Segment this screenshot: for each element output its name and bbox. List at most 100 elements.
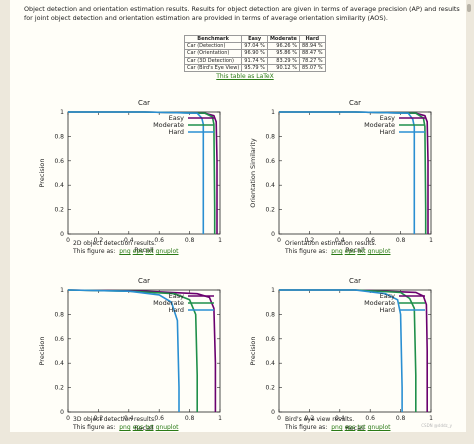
- x-tick-label: 1: [218, 415, 222, 422]
- y-tick-label: 0: [271, 231, 275, 238]
- x-tick-label: 0: [66, 415, 70, 422]
- y-tick-label: 0.4: [54, 360, 64, 367]
- hard-value: 88.47 %: [298, 49, 326, 58]
- latex-link[interactable]: This table as LaTeX: [216, 73, 274, 80]
- y-axis-label: Precision: [38, 336, 46, 365]
- scrollbar-thumb[interactable]: [467, 4, 471, 12]
- figure-formats: This figure as: png eps txt gnuplot: [73, 248, 179, 256]
- series-line-hard: [68, 111, 205, 234]
- y-tick-label: 0.4: [265, 182, 275, 189]
- gnuplot-link[interactable]: gnuplot: [367, 248, 391, 255]
- x-axis-label: Recall: [134, 424, 154, 432]
- txt-link[interactable]: txt: [145, 424, 154, 431]
- eps-link[interactable]: eps: [132, 424, 144, 431]
- y-tick-label: 1: [60, 287, 64, 294]
- plot-frame: [278, 111, 432, 235]
- x-tick-label: 0: [277, 415, 281, 422]
- eps-link[interactable]: eps: [132, 248, 144, 255]
- y-tick-label: 0.2: [265, 385, 275, 392]
- caption-orientation: Orientation estimation results. This fig…: [285, 240, 391, 256]
- moderate-value: 95.86 %: [266, 49, 300, 58]
- plot-birds-eye: Car 0 0.2 0.4 0.6 0.8 1 0 0.2 0.4 0.6 0.8 1 Recall Pre…: [231, 272, 441, 444]
- y-tick-label: 0.6: [265, 158, 275, 165]
- plot-frame: [67, 289, 221, 413]
- x-tick-label: 0.4: [124, 415, 134, 422]
- hard-value: 85.07 %: [298, 63, 326, 73]
- x-tick-label: 0.2: [94, 237, 104, 244]
- y-tick-label: 1: [271, 109, 275, 116]
- figure-prefix: This figure as:: [285, 248, 328, 255]
- x-tick-label: 0.8: [396, 237, 406, 244]
- scrollbar[interactable]: [467, 2, 473, 430]
- table-row: Car (Detection) 97.04 % 96.26 % 88.94 %: [183, 42, 326, 51]
- series-line-easy: [279, 289, 428, 412]
- x-tick-label: 1: [218, 237, 222, 244]
- y-tick-label: 0.4: [265, 360, 275, 367]
- x-tick-label: 1: [429, 237, 433, 244]
- legend-label-easy: Easy: [380, 114, 395, 122]
- moderate-value: 90.12 %: [266, 63, 300, 73]
- x-tick-label: 0.2: [94, 415, 104, 422]
- table-header-row: Benchmark Easy Moderate Hard: [183, 34, 326, 44]
- png-link[interactable]: png: [331, 248, 343, 255]
- txt-link[interactable]: txt: [357, 424, 366, 431]
- png-link[interactable]: png: [119, 248, 131, 255]
- moderate-value: 83.29 %: [266, 56, 300, 65]
- legend-label-easy: Easy: [169, 292, 184, 300]
- x-tick-label: 0: [66, 237, 70, 244]
- eps-link[interactable]: eps: [344, 248, 356, 255]
- header-hard: Hard: [298, 34, 326, 44]
- chart-birds-eye: Car 0 0.2 0.4 0.6 0.8 1 0 0.2 0.4 0.6 0.8 1 Recall Pre…: [249, 277, 433, 432]
- figure-formats: This figure as: png eps txt gnuplot: [73, 424, 179, 432]
- series-line-moderate: [279, 111, 427, 234]
- x-tick-label: 0.8: [185, 415, 195, 422]
- y-axis-label: Orientation Similarity: [249, 138, 257, 208]
- x-tick-label: 0: [277, 237, 281, 244]
- x-tick-label: 0.4: [335, 237, 345, 244]
- row-name: Car (Orientation): [183, 49, 243, 58]
- x-axis-label: Recall: [134, 246, 154, 254]
- y-tick-label: 0.2: [54, 385, 64, 392]
- table-row: Car (3D Detection) 91.74 % 83.29 % 78.27…: [183, 56, 326, 65]
- x-tick-label: 0.8: [396, 415, 406, 422]
- y-tick-label: 0.8: [54, 133, 64, 140]
- png-link[interactable]: png: [119, 424, 131, 431]
- figure-formats: This figure as: png eps txt gnuplot: [285, 248, 391, 256]
- caption-3d-detection: 3D object detection results. This figure…: [73, 416, 179, 432]
- results-page: Object detection and orientation estimat…: [10, 0, 466, 432]
- y-tick-label: 1: [60, 109, 64, 116]
- figure-prefix: This figure as:: [73, 424, 116, 431]
- easy-value: 96.90 %: [241, 49, 268, 58]
- legend-label-hard: Hard: [379, 128, 395, 136]
- legend-label-moderate: Moderate: [153, 121, 184, 129]
- y-axis-label: Precision: [249, 336, 257, 365]
- y-tick-label: 0.8: [265, 133, 275, 140]
- y-tick-label: 0: [60, 409, 64, 416]
- x-axis-label: Recall: [345, 246, 365, 254]
- header-easy: Easy: [241, 34, 268, 44]
- y-tick-label: 0: [271, 409, 275, 416]
- y-tick-label: 0.8: [265, 311, 275, 318]
- y-tick-label: 0.2: [265, 207, 275, 214]
- gnuplot-link[interactable]: gnuplot: [367, 424, 391, 431]
- plot-frame: [278, 289, 432, 413]
- caption-birds-eye: Bird's eye view results. This figure as:…: [285, 416, 391, 432]
- chart-3d-detection: Car 0 0.2 0.4 0.6 0.8 1 0 0.2 0.4 0.6 0.8 1 Recall Pre…: [38, 277, 222, 432]
- chart-title: Car: [138, 99, 150, 107]
- x-tick-label: 0.6: [154, 415, 164, 422]
- txt-link[interactable]: txt: [145, 248, 154, 255]
- x-tick-label: 0.6: [365, 237, 375, 244]
- txt-link[interactable]: txt: [357, 248, 366, 255]
- gnuplot-link[interactable]: gnuplot: [155, 424, 179, 431]
- series-line-moderate: [279, 289, 417, 412]
- x-tick-label: 0.6: [365, 415, 375, 422]
- x-tick-label: 0.2: [305, 237, 315, 244]
- legend-label-easy: Easy: [380, 292, 395, 300]
- eps-link[interactable]: eps: [344, 424, 356, 431]
- gnuplot-link[interactable]: gnuplot: [155, 248, 179, 255]
- figure-formats: This figure as: png eps txt gnuplot: [285, 424, 391, 432]
- png-link[interactable]: png: [331, 424, 343, 431]
- legend-label-hard: Hard: [168, 128, 184, 136]
- easy-value: 97.04 %: [241, 42, 268, 51]
